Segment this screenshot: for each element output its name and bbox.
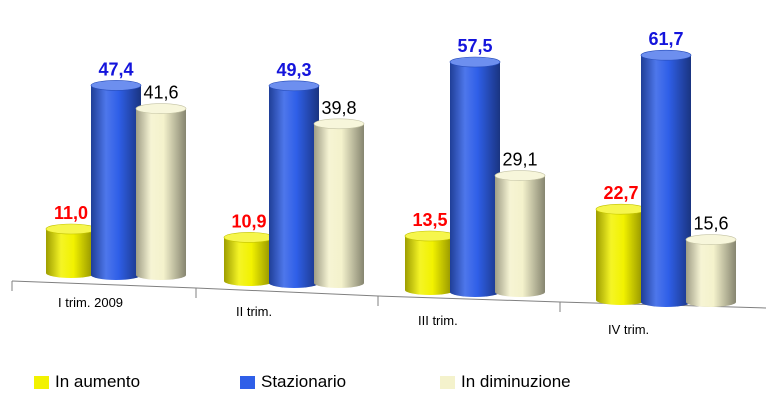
bar-1-0 bbox=[223, 232, 275, 286]
bar-body bbox=[269, 85, 319, 288]
bar-body bbox=[46, 229, 96, 278]
bar-top bbox=[404, 230, 456, 242]
bar-top bbox=[449, 56, 501, 68]
x-tick-labels: I trim. 2009 II trim. III trim. IV trim. bbox=[58, 295, 649, 337]
bar-2-1 bbox=[449, 56, 501, 297]
data-label: 11,0 bbox=[54, 203, 88, 223]
data-label: 49,3 bbox=[276, 60, 311, 80]
bar-top bbox=[685, 234, 737, 245]
bar-top bbox=[90, 80, 142, 91]
legend-item-in-diminuzione: In diminuzione bbox=[440, 372, 571, 392]
bar-1-1 bbox=[268, 80, 320, 288]
legend: In aumento Stazionario In diminuzione bbox=[0, 372, 766, 394]
legend-swatch bbox=[34, 375, 49, 389]
data-label: 29,1 bbox=[502, 150, 537, 170]
bar-body bbox=[136, 108, 186, 280]
data-label: 39,8 bbox=[321, 98, 356, 118]
bar-top bbox=[135, 103, 187, 114]
bar-3-0 bbox=[595, 203, 647, 305]
legend-label: Stazionario bbox=[261, 372, 347, 391]
data-label: 47,4 bbox=[98, 59, 133, 79]
bar-body bbox=[450, 62, 500, 297]
x-tick-label: I trim. 2009 bbox=[58, 295, 123, 310]
bar-top bbox=[595, 203, 647, 215]
bar-2-2 bbox=[494, 170, 546, 297]
bar-top bbox=[223, 232, 275, 243]
bar-body bbox=[405, 236, 455, 295]
data-label: 15,6 bbox=[693, 214, 728, 234]
legend-swatch bbox=[440, 375, 455, 389]
bar-top bbox=[268, 80, 320, 92]
data-label: 13,5 bbox=[412, 210, 447, 230]
legend-swatch bbox=[240, 375, 255, 389]
x-tick-label: IV trim. bbox=[608, 322, 649, 337]
bar-2-0 bbox=[404, 230, 456, 295]
legend-label: In diminuzione bbox=[461, 372, 571, 391]
bar-body bbox=[314, 123, 364, 288]
bar-body bbox=[596, 209, 646, 305]
bars bbox=[45, 49, 737, 308]
data-labels: 11,0 47,4 41,6 10,9 49,3 39,8 13,5 57,5 29,1 22,7… bbox=[54, 29, 729, 233]
legend-item-in-aumento: In aumento bbox=[34, 372, 140, 392]
data-label: 41,6 bbox=[143, 83, 178, 103]
bar-3-1 bbox=[640, 49, 692, 308]
bar-top bbox=[640, 49, 692, 61]
bar-body bbox=[686, 239, 736, 307]
bar-body bbox=[224, 237, 274, 286]
bar-top bbox=[494, 170, 546, 181]
bar-body bbox=[641, 55, 691, 308]
bar-top bbox=[313, 118, 365, 130]
legend-item-stazionario: Stazionario bbox=[240, 372, 346, 392]
data-label: 22,7 bbox=[603, 183, 638, 203]
x-tick-label: II trim. bbox=[236, 304, 272, 319]
bar-top bbox=[45, 223, 97, 235]
bar-0-2 bbox=[135, 103, 187, 280]
data-label: 57,5 bbox=[457, 36, 492, 56]
bar-0-1 bbox=[90, 80, 142, 281]
bar-3-2 bbox=[685, 234, 737, 307]
bar-0-0 bbox=[45, 223, 97, 278]
bar-1-2 bbox=[313, 118, 365, 288]
bar-body bbox=[91, 85, 141, 281]
x-tick-label: III trim. bbox=[418, 313, 458, 328]
bar-body bbox=[495, 175, 545, 297]
legend-label: In aumento bbox=[55, 372, 141, 391]
data-label: 61,7 bbox=[648, 29, 683, 49]
data-label: 10,9 bbox=[231, 211, 266, 231]
